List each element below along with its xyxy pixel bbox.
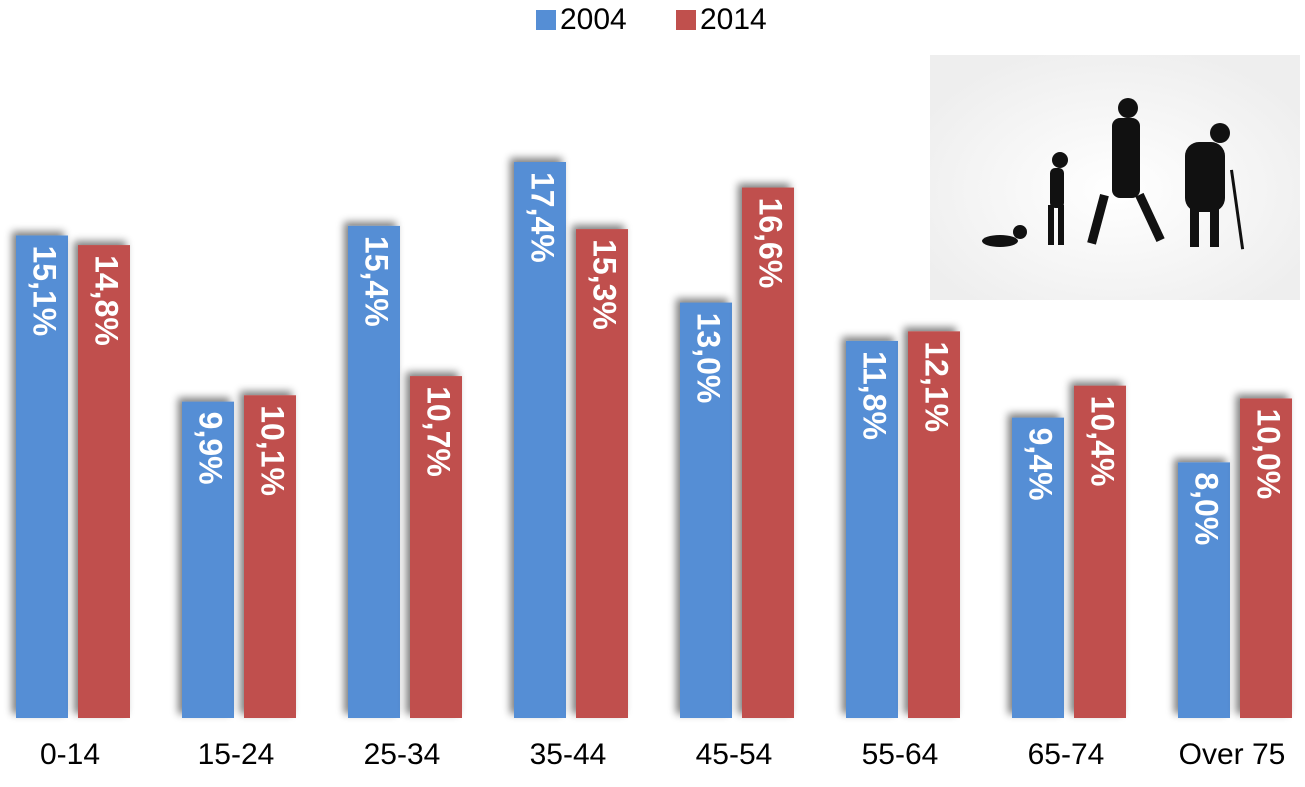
x-tick-label: 0-14 — [40, 738, 100, 771]
x-tick-label: 15-24 — [198, 738, 275, 771]
value-label: 15,3% — [587, 239, 623, 330]
value-label: 15,4% — [359, 236, 395, 327]
legend-swatch — [536, 10, 556, 30]
bar — [244, 395, 296, 718]
legend-label: 2004 — [560, 3, 627, 36]
value-label: 10,7% — [421, 386, 457, 477]
bar — [78, 245, 130, 719]
x-tick-label: 55-64 — [862, 738, 939, 771]
bar — [410, 376, 462, 718]
value-label: 14,8% — [89, 255, 125, 346]
value-label: 10,4% — [1085, 396, 1121, 487]
legend-swatch — [676, 10, 696, 30]
illustration — [982, 98, 1245, 250]
value-label: 9,4% — [1023, 428, 1059, 501]
value-label: 16,6% — [753, 198, 789, 289]
bar — [846, 340, 898, 718]
value-label: 12,1% — [919, 341, 955, 432]
x-tick-label: 45-54 — [696, 738, 773, 771]
value-label: 11,8% — [857, 351, 893, 440]
x-tick-label: 35-44 — [530, 738, 607, 771]
bar — [908, 331, 960, 718]
bar — [182, 401, 234, 718]
value-label: 13,0% — [691, 313, 727, 404]
x-tick-label: 65-74 — [1028, 738, 1105, 771]
value-label: 15,1% — [27, 245, 63, 336]
bar — [16, 235, 68, 718]
value-label: 9,9% — [193, 412, 229, 485]
value-label: 17,4% — [525, 172, 561, 263]
x-tick-label: Over 75 — [1179, 738, 1286, 771]
bar — [576, 229, 628, 718]
legend-label: 2014 — [700, 3, 767, 36]
value-label: 10,0% — [1251, 408, 1287, 499]
value-label: 8,0% — [1189, 472, 1225, 545]
bar — [348, 225, 400, 718]
bar — [1074, 385, 1126, 718]
x-tick-label: 25-34 — [364, 738, 441, 771]
bar — [1240, 398, 1292, 718]
bar — [1012, 417, 1064, 718]
bar — [680, 302, 732, 718]
bar — [514, 162, 566, 718]
value-label: 10,1% — [255, 405, 291, 496]
bar — [742, 187, 794, 718]
bar — [1178, 462, 1230, 718]
